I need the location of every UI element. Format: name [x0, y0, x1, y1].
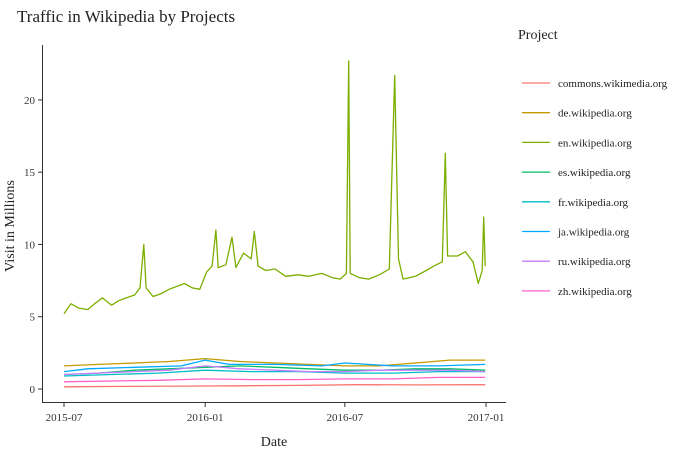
- y-tick-label: 5: [30, 312, 36, 324]
- series-line-en-wikipedia-org: [63, 60, 486, 315]
- legend-label: commons.wikimedia.org: [558, 78, 668, 90]
- series-line-fr-wikipedia-org: [63, 369, 486, 377]
- x-axis-title: Date: [261, 435, 287, 450]
- y-tick-label: 10: [24, 239, 36, 251]
- x-axis-ticks: 2015-07 2016-01 2016-07 2017-01: [46, 402, 505, 424]
- legend-label: ru.wikipedia.org: [558, 256, 631, 268]
- legend-label: zh.wikipedia.org: [558, 286, 632, 298]
- legend-title: Project: [518, 28, 558, 43]
- y-tick-label: 20: [24, 95, 36, 107]
- x-tick-label: 2016-01: [187, 412, 224, 424]
- series-line-ru-wikipedia-org: [63, 365, 486, 376]
- x-tick-label: 2016-07: [326, 412, 363, 424]
- series-line-de-wikipedia-org: [63, 357, 486, 367]
- x-tick-label: 2017-01: [468, 412, 505, 424]
- legend-label: es.wikipedia.org: [558, 167, 631, 179]
- y-tick-label: 0: [30, 384, 36, 396]
- legend-label: de.wikipedia.org: [558, 108, 632, 120]
- series-line-ja-wikipedia-org: [63, 359, 486, 373]
- series-line-commons-wikimedia-org: [63, 384, 486, 388]
- x-tick-label: 2015-07: [46, 412, 83, 424]
- y-axis-title: Visit in Millions: [3, 180, 18, 272]
- chart-title: Traffic in Wikipedia by Projects: [17, 7, 235, 26]
- legend-label: fr.wikipedia.org: [558, 197, 629, 209]
- y-tick-label: 15: [24, 167, 36, 179]
- legend-label: en.wikipedia.org: [558, 137, 632, 149]
- series-line-es-wikipedia-org: [63, 365, 486, 376]
- legend-label: ja.wikipedia.org: [557, 227, 630, 239]
- legend: commons.wikimedia.org de.wikipedia.org en.…: [522, 78, 668, 298]
- y-axis-ticks: 0 5 10 15 20: [24, 95, 42, 396]
- series-line-zh-wikipedia-org: [63, 376, 486, 383]
- series-lines: [63, 60, 486, 388]
